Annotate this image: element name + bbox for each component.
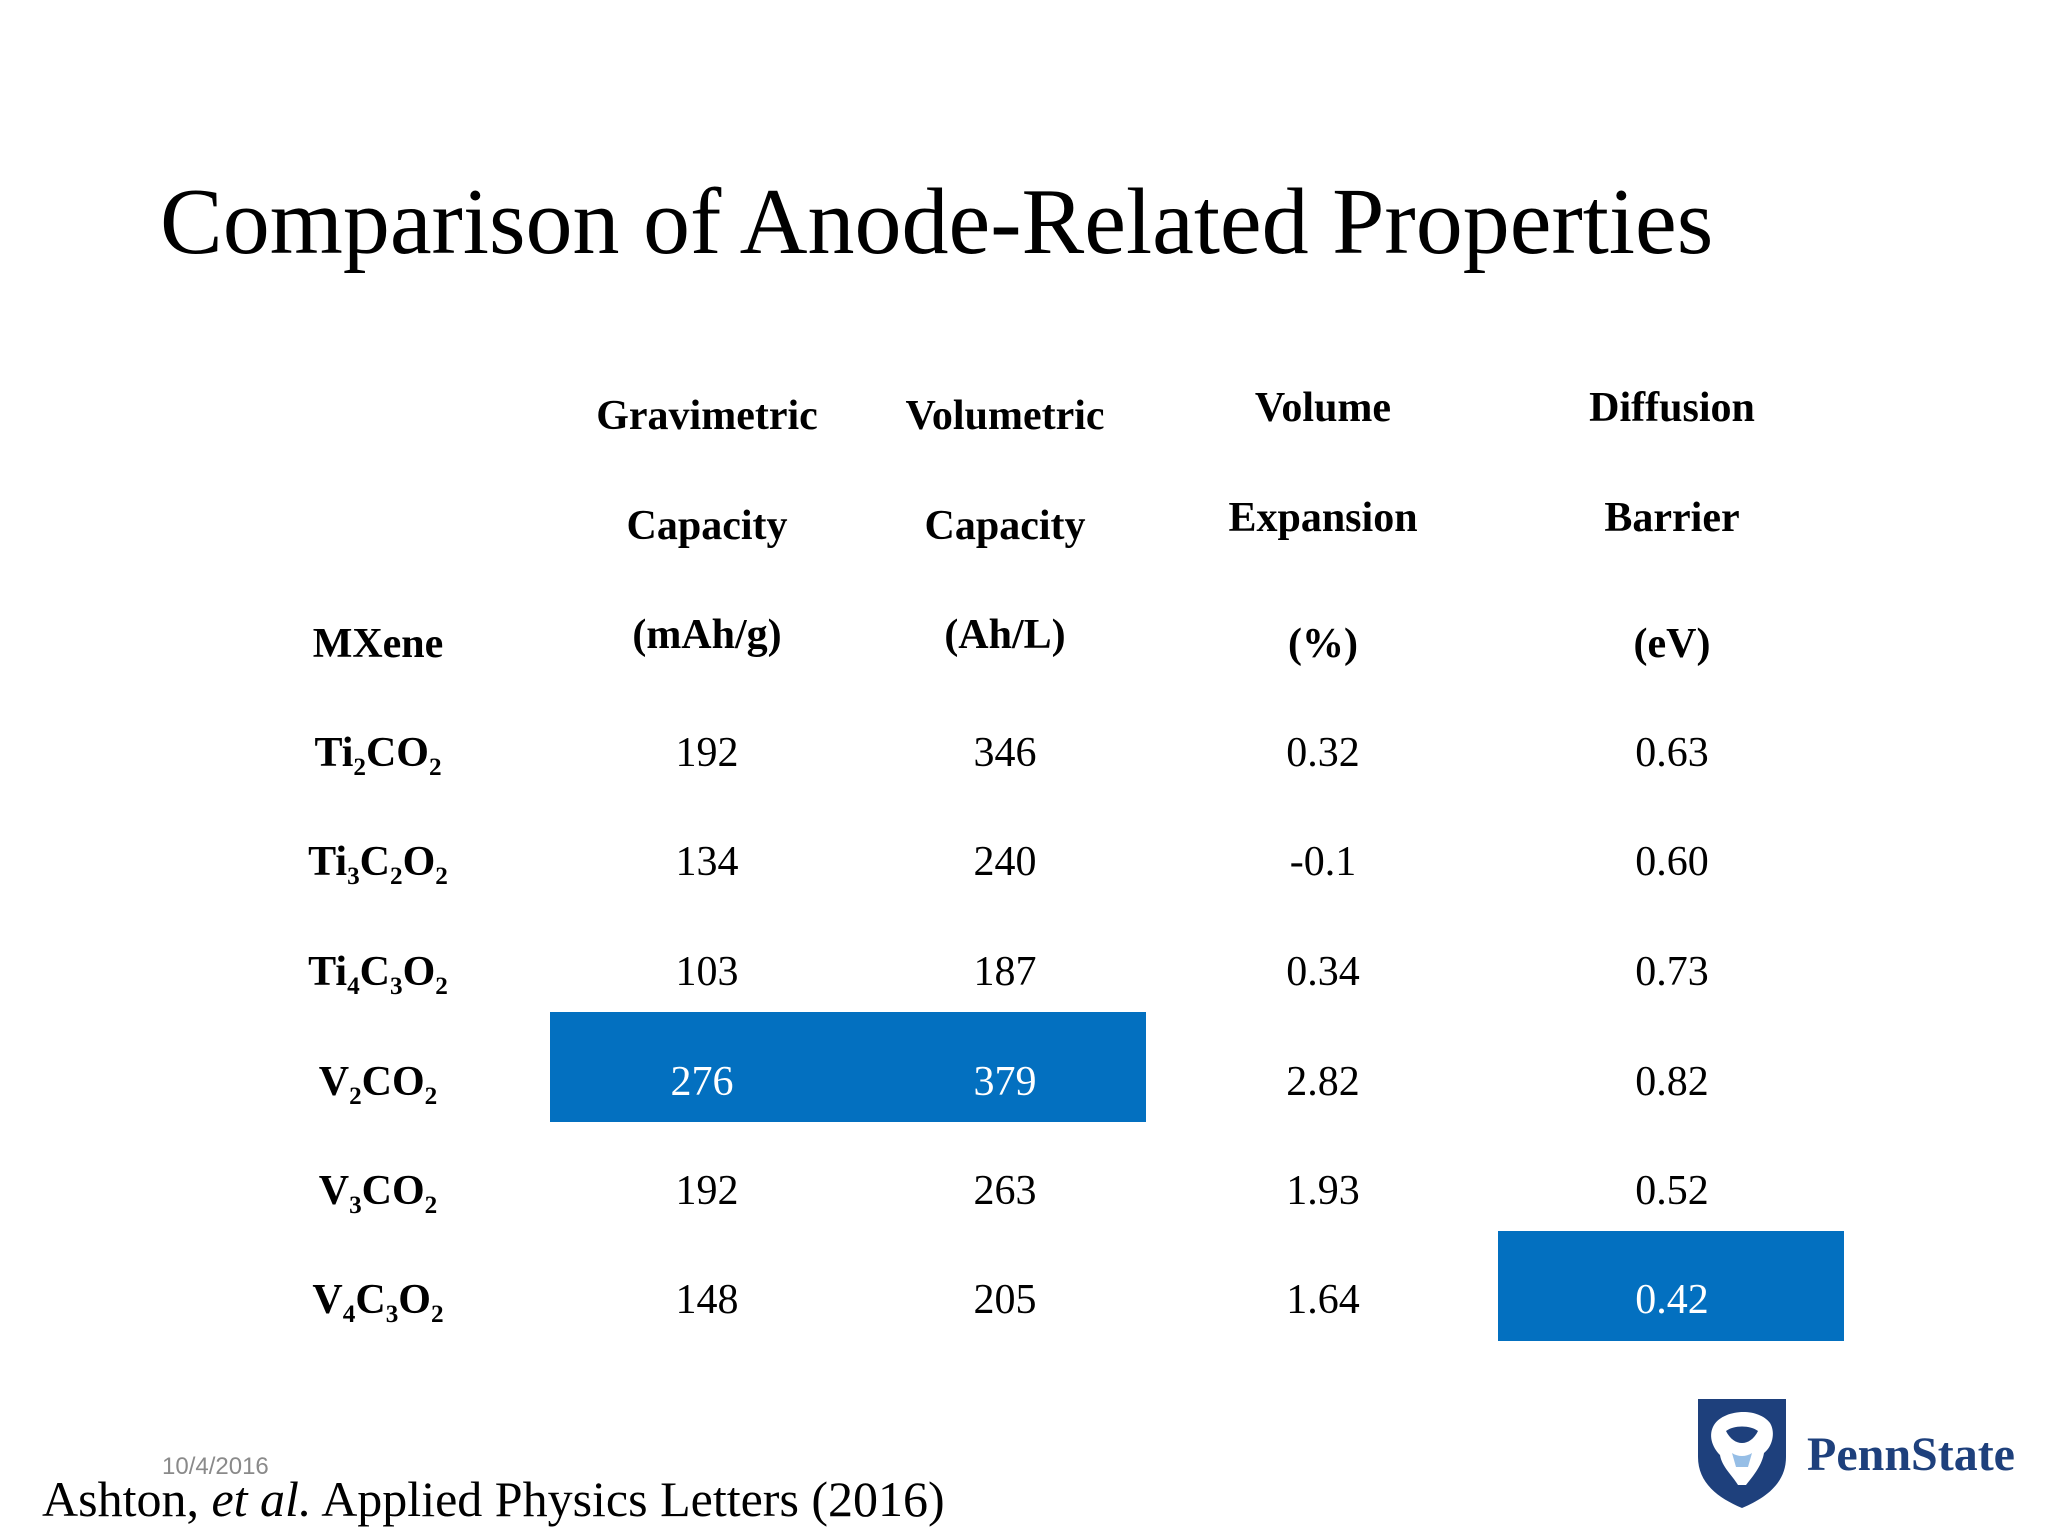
cell-ti4c3o2-expansion: 0.34 (1286, 949, 1360, 995)
row-label-ti4c3o2: Ti4C3O2 (308, 949, 448, 1000)
slide-date: 10/4/2016 (162, 1453, 269, 1480)
header-expansion-line3: (%) (1288, 621, 1358, 667)
header-gravimetric-line2: Capacity (626, 503, 788, 549)
cell-v3co2-expansion: 1.93 (1286, 1168, 1360, 1214)
citation: Ashton, et al. Applied Physics Letters (… (42, 1471, 945, 1527)
cell-v2co2-volumetric: 379 (973, 1059, 1037, 1105)
header-gravimetric-line1: Gravimetric (596, 393, 818, 439)
cell-v2co2-gravimetric: 276 (670, 1059, 734, 1105)
header-diffusion-line2: Barrier (1604, 495, 1740, 541)
header-volumetric-line1: Volumetric (905, 393, 1105, 439)
pennstate-wordmark: PennState (1807, 1428, 2015, 1481)
row-label-v4c3o2: V4C3O2 (312, 1277, 444, 1328)
cell-ti3c2o2-gravimetric: 134 (675, 839, 739, 885)
cell-ti3c2o2-diffusion: 0.60 (1635, 839, 1709, 885)
slide-title: Comparison of Anode-Related Properties (160, 170, 1714, 274)
row-label-v3co2: V3CO2 (318, 1168, 438, 1219)
cell-v2co2-expansion: 2.82 (1286, 1059, 1360, 1105)
cell-ti4c3o2-gravimetric: 103 (675, 949, 739, 995)
header-volumetric-line3: (Ah/L) (944, 612, 1066, 658)
cell-v4c3o2-volumetric: 205 (973, 1277, 1037, 1323)
header-mxene: MXene (312, 621, 444, 667)
cell-v3co2-diffusion: 0.52 (1635, 1168, 1709, 1214)
header-volumetric-line2: Capacity (924, 503, 1086, 549)
cell-v3co2-volumetric: 263 (973, 1168, 1037, 1214)
cell-v4c3o2-gravimetric: 148 (675, 1277, 739, 1323)
header-diffusion-line3: (eV) (1633, 621, 1711, 667)
highlight-v4c3o2-diffusion (1498, 1231, 1844, 1341)
row-label-ti3c2o2: Ti3C2O2 (308, 839, 448, 890)
cell-ti2co2-volumetric: 346 (973, 730, 1037, 776)
cell-ti3c2o2-expansion: -0.1 (1289, 839, 1357, 885)
header-diffusion-line1: Diffusion (1589, 385, 1755, 431)
header-gravimetric-line3: (mAh/g) (632, 612, 782, 658)
cell-v4c3o2-expansion: 1.64 (1286, 1277, 1360, 1323)
pennstate-logo: PennState (1692, 1395, 2042, 1510)
cell-ti2co2-diffusion: 0.63 (1635, 730, 1709, 776)
row-label-v2co2: V2CO2 (318, 1059, 438, 1110)
cell-v3co2-gravimetric: 192 (675, 1168, 739, 1214)
header-expansion-line1: Volume (1254, 385, 1392, 431)
highlight-v2co2-capacity (550, 1012, 1146, 1122)
cell-v4c3o2-diffusion: 0.42 (1635, 1277, 1709, 1323)
cell-v2co2-diffusion: 0.82 (1635, 1059, 1709, 1105)
row-label-ti2co2: Ti2CO2 (314, 730, 442, 781)
cell-ti3c2o2-volumetric: 240 (973, 839, 1037, 885)
header-expansion-line2: Expansion (1228, 495, 1418, 541)
cell-ti4c3o2-diffusion: 0.73 (1635, 949, 1709, 995)
cell-ti2co2-expansion: 0.32 (1286, 730, 1360, 776)
cell-ti4c3o2-volumetric: 187 (973, 949, 1037, 995)
nittany-lion-shield-icon (1698, 1399, 1786, 1508)
cell-ti2co2-gravimetric: 192 (675, 730, 739, 776)
